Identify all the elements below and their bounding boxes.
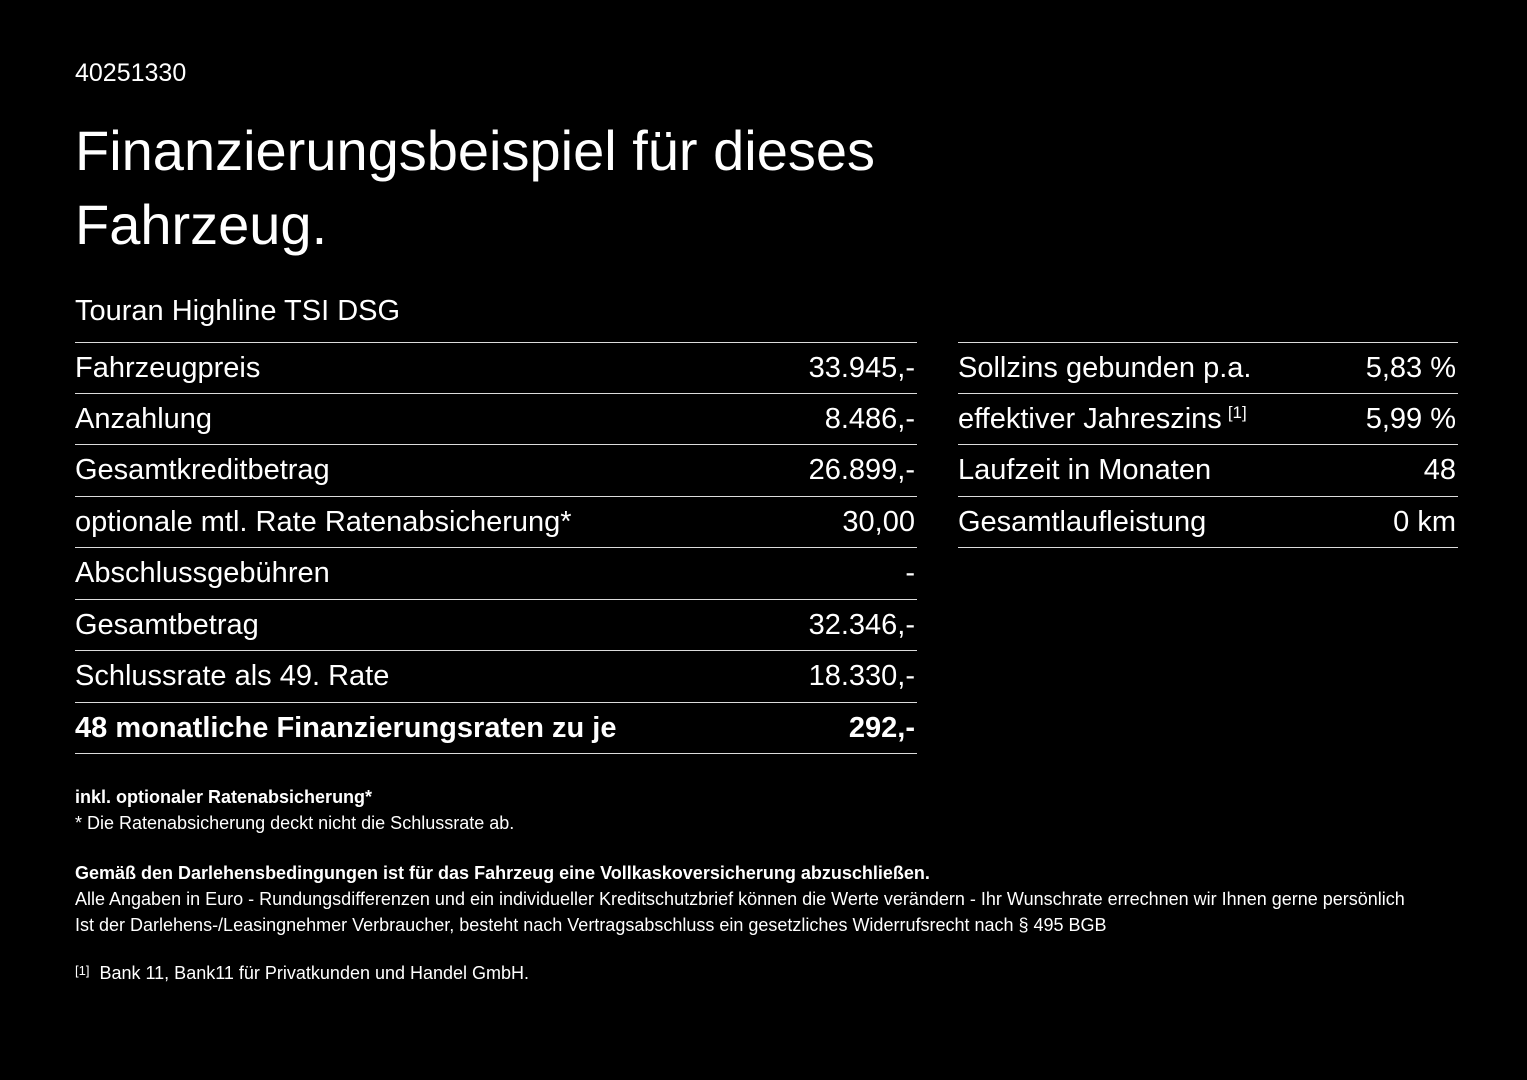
bank-reference: [1] Bank 11, Bank11 für Privatkunden und… <box>75 963 1458 984</box>
row-label: optionale mtl. Rate Ratenabsicherung* <box>75 505 572 538</box>
row-value: 33.945,- <box>808 351 915 384</box>
row-label: 48 monatliche Finanzierungsraten zu je <box>75 711 617 744</box>
financing-table-right: Sollzins gebunden p.a. 5,83 % effektiver… <box>958 341 1458 549</box>
page-title: Finanzierungsbeispiel für dieses Fahrzeu… <box>75 114 1458 262</box>
row-value: 8.486,- <box>824 403 915 436</box>
row-label: Laufzeit in Monaten <box>958 454 1212 487</box>
page-title-line1: Finanzierungsbeispiel für dieses <box>75 119 875 182</box>
row-label: Fahrzeugpreis <box>75 351 261 384</box>
document-id: 40251330 <box>75 59 187 87</box>
row-label: Gesamtkreditbetrag <box>75 454 330 487</box>
footnote-included: inkl. optionaler Ratenabsicherung* <box>75 787 373 808</box>
table-row-schlussrate: Schlussrate als 49. Rate 18.330,- <box>75 650 917 701</box>
row-value: 26.899,- <box>808 454 915 487</box>
table-row-anzahlung: Anzahlung 8.486,- <box>75 393 917 444</box>
footnote-group-ratenabsicherung: inkl. optionaler Ratenabsicherung* * Die… <box>75 784 1458 836</box>
footnote-disclaimer-2: Ist der Darlehens-/Leasingnehmer Verbrau… <box>75 915 1107 936</box>
table-row-abschlussgebuehren: Abschlussgebühren - <box>75 547 917 598</box>
bank-reference-marker: [1] <box>75 962 90 978</box>
row-label: Sollzins gebunden p.a. <box>958 351 1252 384</box>
table-row-laufzeit: Laufzeit in Monaten 48 <box>958 444 1458 495</box>
row-label: Gesamtbetrag <box>75 608 259 641</box>
row-label: Abschlussgebühren <box>75 557 330 590</box>
table-row-monatsraten: 48 monatliche Finanzierungsraten zu je 2… <box>75 701 917 755</box>
financing-table-left: Fahrzeugpreis 33.945,- Anzahlung 8.486,-… <box>75 341 917 755</box>
table-row-gesamtkreditbetrag: Gesamtkreditbetrag 26.899,- <box>75 444 917 495</box>
table-row-gesamtbetrag: Gesamtbetrag 32.346,- <box>75 598 917 650</box>
row-label-text: effektiver Jahreszins <box>958 403 1222 436</box>
bank-reference-text: Bank 11, Bank11 für Privatkunden und Han… <box>99 962 530 983</box>
footnote-marker: [1] <box>1227 403 1247 423</box>
table-row-ratenabsicherung: optionale mtl. Rate Ratenabsicherung* 30… <box>75 495 917 547</box>
row-value: 292,- <box>848 711 915 744</box>
footnote-group-disclaimer: Gemäß den Darlehensbedingungen ist für d… <box>75 860 1458 938</box>
row-value: 0 km <box>1393 505 1456 538</box>
table-row-gesamtlaufleistung: Gesamtlaufleistung 0 km <box>958 495 1458 549</box>
footnote-asterisk: * Die Ratenabsicherung deckt nicht die S… <box>75 813 515 834</box>
row-value: 18.330,- <box>808 660 915 693</box>
row-label: Anzahlung <box>75 403 213 436</box>
table-row-fahrzeugpreis: Fahrzeugpreis 33.945,- <box>75 341 917 393</box>
row-label: Schlussrate als 49. Rate <box>75 660 390 693</box>
row-value: 48 <box>1423 454 1456 487</box>
row-value: - <box>905 557 915 590</box>
row-label: Gesamtlaufleistung <box>958 505 1207 538</box>
row-label: effektiver Jahreszins [1] <box>958 403 1247 436</box>
row-value: 5,83 % <box>1365 351 1456 384</box>
footnote-disclaimer-1: Alle Angaben in Euro - Rundungsdifferenz… <box>75 889 1405 910</box>
page-title-line2: Fahrzeug. <box>75 192 328 256</box>
footnotes: inkl. optionaler Ratenabsicherung* * Die… <box>75 784 1458 983</box>
table-row-sollzins: Sollzins gebunden p.a. 5,83 % <box>958 341 1458 393</box>
footnote-insurance: Gemäß den Darlehensbedingungen ist für d… <box>75 863 930 884</box>
row-value: 5,99 % <box>1365 403 1456 436</box>
table-row-effektivzins: effektiver Jahreszins [1] 5,99 % <box>958 393 1458 444</box>
financing-tables: Fahrzeugpreis 33.945,- Anzahlung 8.486,-… <box>75 341 1458 755</box>
row-value: 32.346,- <box>808 608 915 641</box>
row-value: 30,00 <box>842 505 915 538</box>
vehicle-name: Touran Highline TSI DSG <box>75 294 401 327</box>
